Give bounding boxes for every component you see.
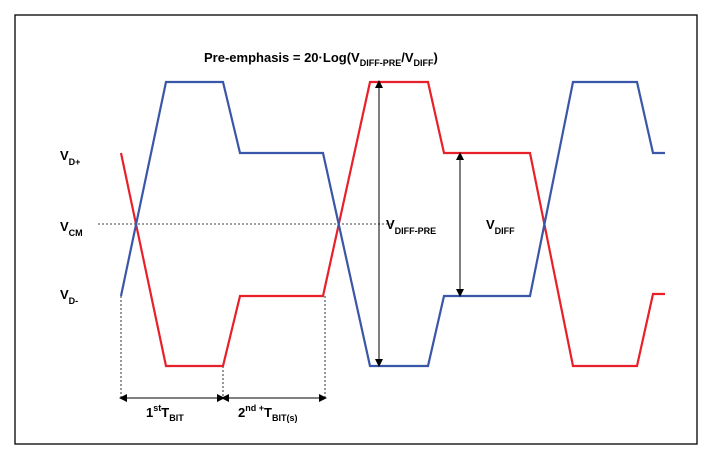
vdiff-pre-label: VDIFF-PRE bbox=[386, 217, 436, 236]
vd-minus-label: VD- bbox=[60, 287, 78, 306]
vd-plus-label: VD+ bbox=[60, 148, 80, 167]
vd-plus-waveform bbox=[119, 80, 665, 368]
pre-emphasis-formula: Pre-emphasis = 20·Log(VDIFF-PRE/VDIFF) bbox=[204, 50, 438, 68]
vd-minus-waveform bbox=[119, 80, 665, 368]
diagram-frame bbox=[14, 14, 698, 445]
vdiff-label: VDIFF bbox=[486, 217, 515, 236]
vcm-label: VCM bbox=[60, 219, 83, 238]
second-bit-label: 2nd +TBIT(s) bbox=[238, 403, 297, 423]
first-bit-label: 1stTBIT bbox=[146, 403, 184, 423]
